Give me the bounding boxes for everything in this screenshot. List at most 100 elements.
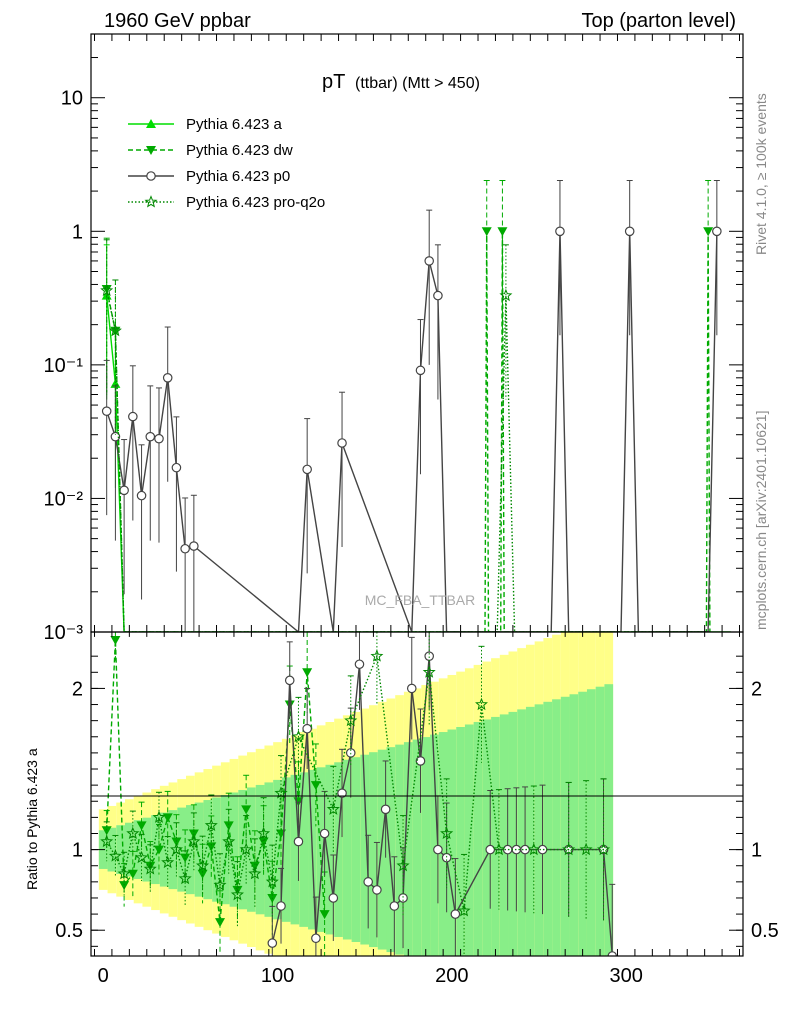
ratio-band-green — [525, 706, 535, 956]
ratio-band-green — [177, 807, 187, 892]
main-series-p0 — [101, 180, 722, 632]
data-point-q2o — [370, 649, 384, 662]
ratio-band-green — [369, 752, 378, 948]
ratio-band-green — [447, 729, 457, 956]
data-point-q2o — [161, 855, 175, 869]
data-point-dw — [319, 910, 330, 920]
data-point-p0 — [363, 877, 373, 887]
legend-entry-p0: Pythia 6.423 p0 — [128, 168, 290, 185]
axes-ticks: 10 1 10⁻¹ 10⁻² 10⁻³ 0 100 200 300 0.5 0.5 1 1 2 2 — [44, 33, 779, 987]
ratio-band-green — [247, 787, 256, 912]
data-point-p0 — [145, 431, 156, 442]
data-point-q2o — [422, 665, 436, 678]
data-point-dw — [136, 821, 147, 831]
main-ytick-label: 10⁻¹ — [44, 355, 84, 377]
data-point-p0 — [337, 788, 347, 798]
data-point-q2o — [195, 858, 210, 872]
legend: Pythia 6.423 a Pythia 6.423 dw Pythia 6.42… — [128, 116, 325, 211]
ratio-band-green — [342, 759, 352, 940]
ratio-band-green — [534, 704, 544, 956]
ratio-bands — [98, 632, 614, 956]
header-right: Top (parton level) — [581, 10, 736, 32]
ratio-band-green — [290, 774, 300, 925]
ratio-band-green — [325, 764, 335, 935]
data-point-p0 — [189, 541, 199, 551]
ratio-ytick-label: 1 — [72, 840, 83, 862]
data-point-p0 — [128, 411, 138, 422]
ratio-xtick-label: 200 — [435, 965, 468, 987]
legend-marker-dw — [146, 146, 156, 155]
data-point-p0 — [406, 683, 417, 694]
ratio-band-green — [508, 711, 518, 956]
legend-label: Pythia 6.423 pro-q2o — [186, 194, 325, 211]
data-point-q2o — [344, 713, 358, 727]
ratio-band-green — [107, 827, 117, 872]
series-line-dw — [106, 231, 711, 632]
main-ytick-label: 10⁻² — [44, 488, 84, 510]
data-point-p0 — [433, 290, 443, 301]
ratio-ylabel: Ratio to Pythia 6.423 a — [24, 748, 40, 890]
data-point-dw — [171, 837, 182, 847]
data-point-q2o — [169, 842, 184, 856]
data-point-dw — [481, 227, 492, 237]
watermark: MC_FBA_TTBAR — [365, 592, 475, 608]
ratio-series-q2o — [100, 632, 611, 956]
ratio-ytick-label-right: 0.5 — [751, 920, 779, 942]
data-point-q2o — [230, 887, 245, 901]
ratio-band-green — [159, 812, 169, 887]
series-line-q2o — [106, 290, 705, 632]
data-point-dw — [215, 918, 226, 928]
ratio-band-green — [438, 732, 448, 956]
data-point-p0 — [433, 844, 443, 855]
ratio-band-green — [151, 815, 160, 885]
data-point-q2o — [475, 697, 488, 711]
ratio-band-green — [281, 777, 291, 922]
legend-marker-a — [146, 119, 156, 128]
data-point-p0 — [302, 723, 312, 734]
data-point-q2o — [326, 802, 340, 815]
data-point-p0 — [136, 490, 147, 501]
ratio-frame — [90, 631, 744, 957]
data-point-q2o — [100, 283, 114, 297]
ratio-band-green — [560, 696, 570, 956]
data-point-q2o — [239, 842, 253, 856]
main-series-layer — [100, 180, 731, 632]
plot-title-main: pT — [322, 71, 345, 93]
ratio-band-green — [273, 779, 282, 920]
data-point-q2o — [579, 842, 593, 856]
data-point-q2o — [291, 729, 305, 743]
data-point-dw — [119, 881, 130, 891]
data-point-dw — [197, 869, 208, 879]
ratio-xtick-label: 100 — [261, 965, 294, 987]
data-point-q2o — [499, 288, 513, 302]
data-point-p0 — [293, 836, 304, 847]
ratio-band-green — [552, 699, 561, 956]
data-point-dw — [497, 227, 508, 237]
data-point-p0 — [319, 828, 330, 839]
data-point-q2o — [492, 842, 506, 856]
header-left: 1960 GeV ppbar — [104, 10, 251, 32]
data-point-dw — [249, 861, 260, 871]
rivet-label: Rivet 4.1.0, ≥ 100k events — [753, 93, 769, 255]
data-point-p0 — [712, 226, 722, 237]
data-point-p0 — [284, 675, 295, 686]
data-point-p0 — [267, 938, 278, 948]
data-point-p0 — [154, 433, 164, 444]
ratio-band-green — [578, 691, 587, 956]
legend-entry-q2o: Pythia 6.423 pro-q2o — [128, 194, 325, 211]
data-point-q2o — [597, 842, 611, 856]
data-point-p0 — [424, 256, 435, 266]
ratio-band-green — [482, 719, 492, 956]
data-point-q2o — [457, 904, 471, 917]
data-point-q2o — [108, 323, 122, 337]
data-point-dw — [223, 821, 234, 831]
ratio-ytick-label: 2 — [72, 678, 83, 700]
series-line-q2o — [106, 653, 604, 912]
data-point-q2o — [222, 834, 236, 848]
data-point-p0 — [380, 804, 391, 815]
ratio-band-green — [430, 734, 439, 956]
data-point-p0 — [101, 406, 112, 416]
ratio-band-green — [464, 724, 474, 956]
data-point-q2o — [126, 826, 140, 839]
data-point-dw — [241, 805, 252, 815]
